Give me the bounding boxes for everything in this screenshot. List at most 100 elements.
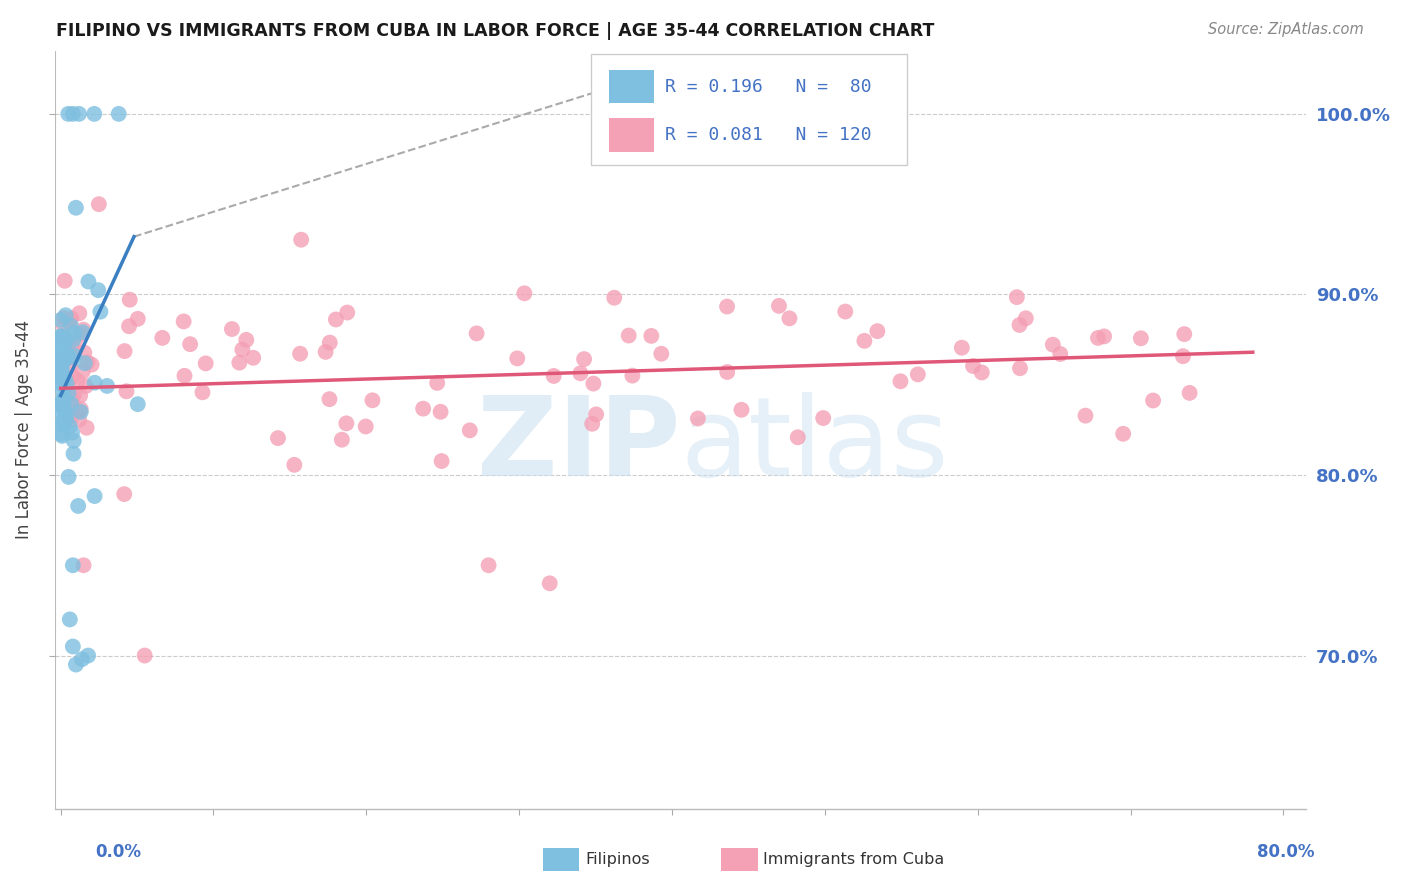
Point <box>907 368 929 382</box>
Point <box>1049 347 1071 361</box>
Point <box>51 374 73 388</box>
Point <box>53 336 76 351</box>
Point <box>290 233 312 247</box>
Point <box>191 385 214 400</box>
Point <box>55 411 77 425</box>
Point <box>114 344 136 359</box>
Point <box>62 370 84 384</box>
Point <box>55 333 77 347</box>
Point <box>52 418 75 433</box>
Point <box>1005 290 1028 304</box>
Point <box>51 368 73 383</box>
Point <box>617 328 640 343</box>
Point <box>56 386 79 401</box>
Point <box>53 329 76 343</box>
Point <box>150 331 173 345</box>
Point <box>49 345 72 359</box>
Point <box>465 326 488 341</box>
Point <box>716 365 738 379</box>
Point <box>581 417 603 431</box>
Point <box>173 368 195 383</box>
Point <box>58 386 80 401</box>
Point <box>55 377 77 392</box>
Point <box>53 371 76 385</box>
Point <box>62 558 84 573</box>
Point <box>96 379 118 393</box>
Point <box>429 405 451 419</box>
Point <box>231 343 253 357</box>
Point <box>69 405 91 419</box>
Point <box>63 334 86 349</box>
Point <box>786 430 808 444</box>
Point <box>118 319 141 334</box>
Point <box>107 107 129 121</box>
Point <box>288 347 311 361</box>
Text: atlas: atlas <box>681 392 949 499</box>
Point <box>49 333 72 347</box>
Point <box>1142 393 1164 408</box>
Point <box>538 576 561 591</box>
Point <box>889 374 911 388</box>
Point <box>49 359 72 373</box>
Point <box>115 384 138 399</box>
Point <box>412 401 434 416</box>
Point <box>970 366 993 380</box>
Point <box>1008 361 1031 376</box>
Point <box>1074 409 1097 423</box>
Point <box>52 318 75 333</box>
Point <box>87 197 110 211</box>
Point <box>51 399 73 413</box>
Point <box>51 346 73 360</box>
Point <box>83 376 105 390</box>
Text: Filipinos: Filipinos <box>585 853 650 867</box>
Point <box>1171 349 1194 363</box>
Point <box>52 392 75 406</box>
Point <box>49 337 72 351</box>
Point <box>319 335 342 350</box>
Point <box>75 379 97 393</box>
Point <box>49 373 72 387</box>
Point <box>834 304 856 318</box>
Point <box>962 359 984 373</box>
Point <box>52 384 75 399</box>
Point <box>112 487 135 501</box>
Point <box>77 275 100 289</box>
Point <box>52 370 75 384</box>
Point <box>315 344 337 359</box>
Point <box>55 407 77 421</box>
Point <box>134 648 156 663</box>
Point <box>62 434 84 448</box>
Point <box>69 388 91 402</box>
Point <box>51 329 73 343</box>
Point <box>60 397 83 411</box>
Point <box>58 376 80 390</box>
Point <box>866 324 889 338</box>
Point <box>72 325 94 339</box>
Point <box>950 341 973 355</box>
Point <box>228 356 250 370</box>
Point <box>67 413 90 427</box>
Point <box>72 365 94 379</box>
Point <box>60 392 83 407</box>
Point <box>77 648 100 663</box>
Point <box>585 408 607 422</box>
Point <box>56 347 79 361</box>
Point <box>63 349 86 363</box>
Point <box>53 353 76 368</box>
Point <box>59 413 82 427</box>
Point <box>127 397 149 411</box>
Point <box>73 356 96 370</box>
Point <box>52 395 75 409</box>
Point <box>55 308 77 322</box>
Point <box>221 322 243 336</box>
Point <box>62 447 84 461</box>
Text: 80.0%: 80.0% <box>1257 843 1315 861</box>
Text: R = 0.081   N = 120: R = 0.081 N = 120 <box>665 126 872 144</box>
Point <box>70 326 93 341</box>
Point <box>67 107 90 121</box>
Point <box>335 417 357 431</box>
Point <box>59 315 82 329</box>
Point <box>63 326 86 340</box>
Text: R = 0.196   N =  80: R = 0.196 N = 80 <box>665 78 872 95</box>
Point <box>1173 327 1195 342</box>
